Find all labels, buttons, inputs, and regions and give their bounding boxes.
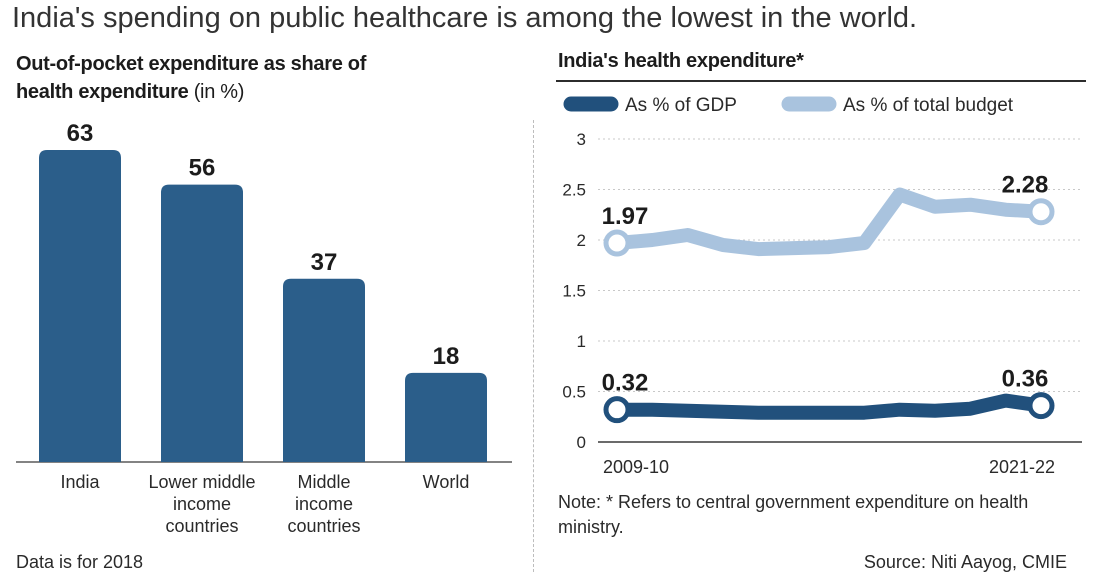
source-credit: Source: Niti Aayog, CMIE <box>863 552 1067 572</box>
bar-chart-title: Out-of-pocket expenditure as share of he… <box>16 50 366 106</box>
bar-value-label: 37 <box>311 249 338 276</box>
bar-category-label: income <box>295 494 353 514</box>
bar <box>161 184 243 462</box>
bar <box>405 372 487 462</box>
bar-category-label: countries <box>165 516 238 536</box>
endpoint-value-label: 2.28 <box>1002 172 1049 199</box>
panel-divider <box>533 120 534 572</box>
y-tick-label: 3 <box>577 130 586 149</box>
bar-chart-title-line1: Out-of-pocket expenditure as share of <box>16 53 367 75</box>
legend-label: As % of GDP <box>625 95 737 116</box>
endpoint-marker <box>1027 392 1055 420</box>
bar <box>39 150 121 462</box>
bar <box>283 278 365 462</box>
line-chart-title-rule <box>556 80 1086 82</box>
bar-category-label: countries <box>287 516 360 536</box>
y-tick-label: 0 <box>577 433 586 452</box>
y-tick-label: 1.5 <box>562 282 586 301</box>
bar-chart-title-line2: health expenditure <box>16 81 189 103</box>
line-chart-note: Note: * Refers to central government exp… <box>558 492 1029 537</box>
legend-label: As % of total budget <box>843 95 1014 116</box>
bar-value-label: 63 <box>67 120 94 147</box>
gdp-series-line <box>610 393 1048 420</box>
bar-category-label: India <box>60 472 100 492</box>
endpoint-marker <box>603 396 631 424</box>
bar-chart-title-unit: (in %) <box>193 81 245 103</box>
x-tick-label: 2021-22 <box>989 457 1055 477</box>
x-tick-label: 2009-10 <box>603 457 669 477</box>
endpoint-value-label: 1.97 <box>602 203 649 230</box>
bar-value-label: 18 <box>433 343 460 370</box>
endpoint-value-label: 0.32 <box>602 370 649 397</box>
headline: India's spending on public healthcare is… <box>12 2 918 34</box>
y-tick-label: 2.5 <box>562 181 586 200</box>
bar-category-label: World <box>423 472 470 492</box>
y-tick-label: 2 <box>577 231 586 250</box>
y-tick-label: 1 <box>577 332 586 351</box>
budget-series-line <box>610 187 1048 257</box>
bar-category-label: Middle <box>297 472 350 492</box>
bar-category-label: income <box>173 494 231 514</box>
endpoint-marker <box>603 229 631 257</box>
y-tick-label: 0.5 <box>562 383 586 402</box>
endpoint-marker <box>1027 198 1055 226</box>
bar-category-label: Lower middle <box>148 472 255 492</box>
endpoint-value-label: 0.36 <box>1002 366 1049 393</box>
bar-value-label: 56 <box>189 155 216 182</box>
line-chart-title: India's health expenditure* <box>558 50 804 72</box>
bar-chart-footnote: Data is for 2018 <box>16 552 144 572</box>
